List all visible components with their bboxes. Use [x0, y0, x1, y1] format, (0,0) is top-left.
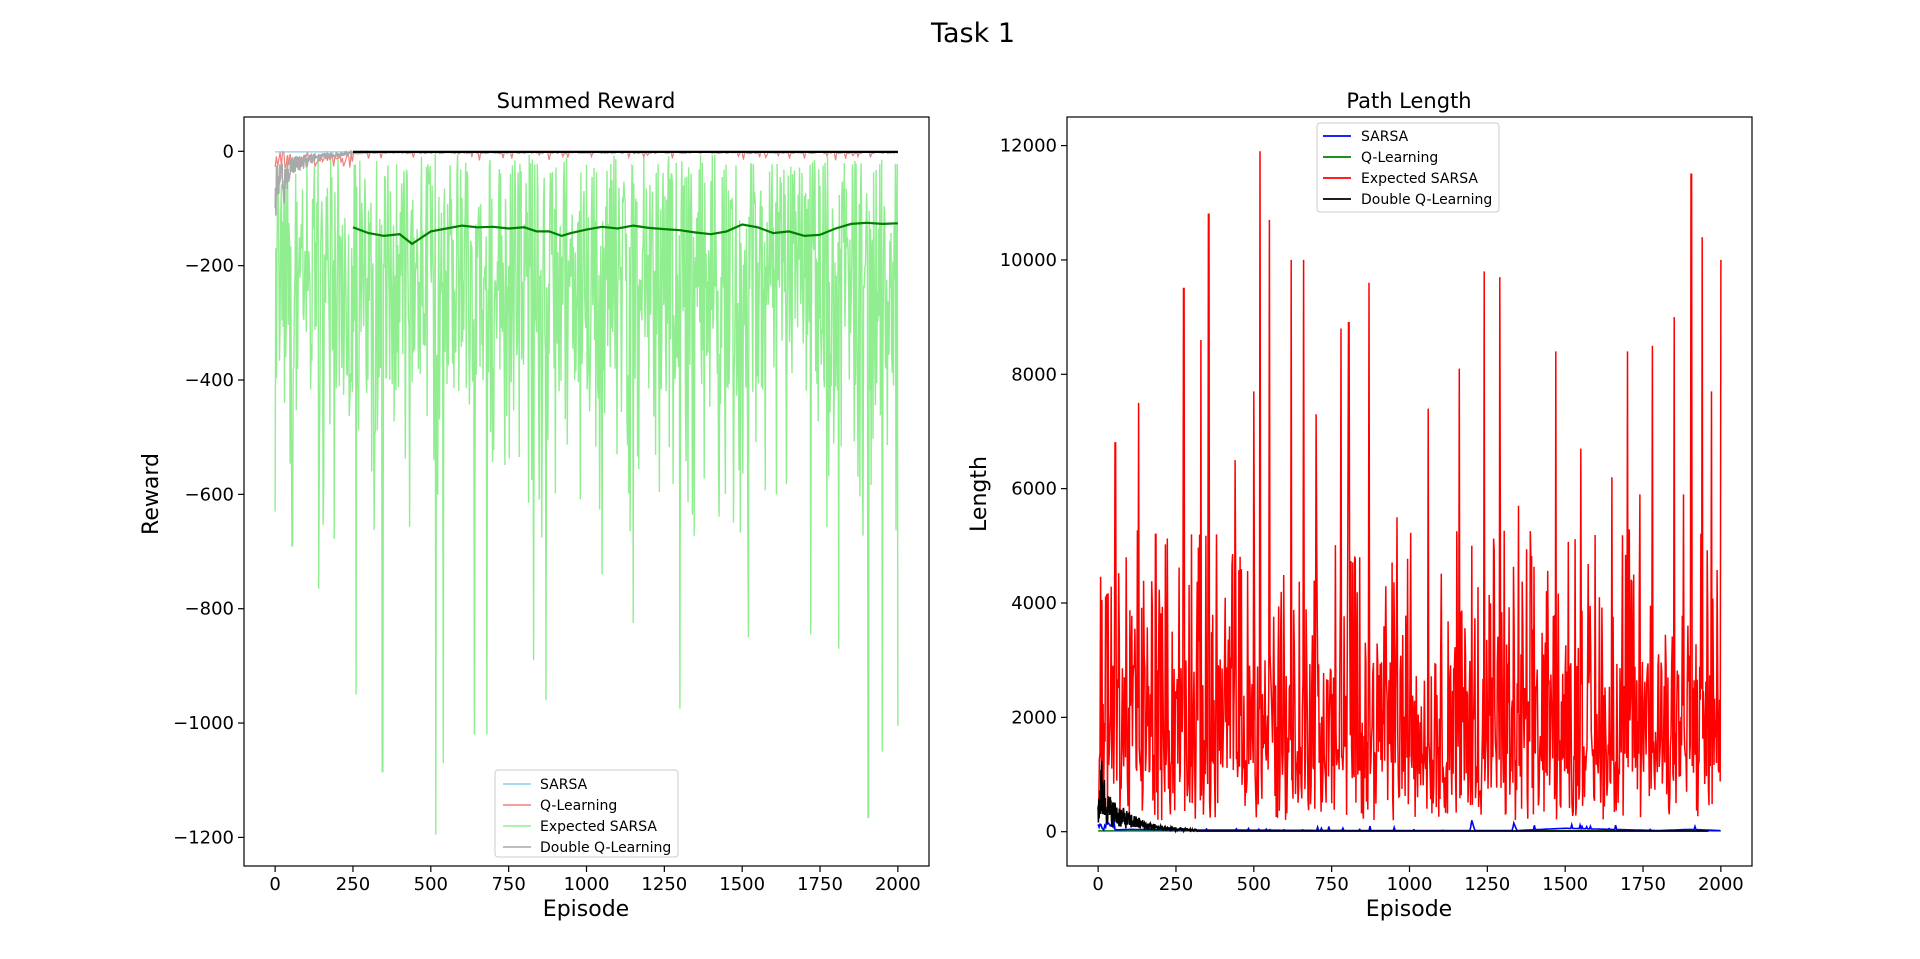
chart-title: Summed Reward: [497, 89, 676, 113]
legend: SARSA Q-Learning Expected SARSA Double Q-Le…: [494, 769, 679, 858]
x-tick-label: 1750: [797, 874, 843, 895]
y-tick-label: 0: [223, 141, 234, 162]
x-tick-label: 1250: [1464, 874, 1510, 895]
chart-title: Path Length: [1346, 89, 1471, 113]
y-axis-label: Length: [967, 456, 992, 532]
summed-reward-chart: Summed Reward 0 250 500 750 1000 1250 1500 1750…: [139, 89, 930, 922]
series-expected-sarsa-mean-line: [352, 221, 898, 246]
legend: SARSA Q-Learning Expected SARSA Double Q-Le…: [1316, 122, 1500, 213]
x-tick-label: 1250: [641, 874, 687, 895]
legend-label: Double Q-Learning: [1361, 192, 1492, 208]
x-tick-label: 750: [1314, 874, 1348, 895]
x-tick-label: 1500: [1542, 874, 1588, 895]
legend-label: Q-Learning: [1361, 150, 1438, 166]
y-tick-label: −800: [185, 599, 234, 620]
x-tick-label: 1750: [1620, 874, 1666, 895]
legend-label: SARSA: [1361, 129, 1409, 145]
x-tick-label: 1000: [564, 874, 610, 895]
legend-label: Double Q-Learning: [540, 840, 671, 856]
x-tick-label: 1500: [719, 874, 765, 895]
x-tick-label: 0: [269, 874, 280, 895]
series-sarsa-line: [1097, 820, 1721, 832]
y-tick-label: −1000: [173, 713, 234, 734]
y-tick-label: 0: [1046, 822, 1057, 843]
x-tick-label: 0: [1092, 874, 1103, 895]
series-expected-sarsa-line: [274, 154, 899, 835]
x-tick-label: 2000: [875, 874, 921, 895]
x-tick-label: 2000: [1698, 874, 1744, 895]
x-axis-label: Episode: [1366, 897, 1452, 922]
y-tick-label: −1200: [173, 827, 234, 848]
legend-label: SARSA: [540, 777, 588, 793]
y-tick-label: 12000: [1000, 136, 1057, 157]
legend-label: Expected SARSA: [540, 819, 657, 835]
legend-box: [1316, 122, 1500, 213]
y-tick-label: 8000: [1011, 364, 1057, 385]
y-tick-label: 4000: [1011, 593, 1057, 614]
legend-box: [494, 769, 679, 858]
path-length-chart: Path Length 0 250 500 750 1000 1250 1500 1750 20…: [967, 89, 1753, 922]
y-tick-label: −400: [185, 370, 234, 391]
x-tick-label: 250: [336, 874, 370, 895]
x-tick-label: 250: [1159, 874, 1193, 895]
x-tick-label: 500: [414, 874, 448, 895]
x-tick-label: 750: [491, 874, 525, 895]
series-double-q-learning-line: [1097, 760, 1709, 834]
figure-title: Task 1: [930, 18, 1015, 49]
y-tick-label: 6000: [1011, 479, 1057, 500]
legend-label: Q-Learning: [540, 798, 617, 814]
y-axis-label: Reward: [139, 453, 164, 535]
y-tick-label: 2000: [1011, 707, 1057, 728]
y-tick-label: −600: [185, 484, 234, 505]
y-tick-label: 10000: [1000, 250, 1057, 271]
x-tick-label: 500: [1237, 874, 1271, 895]
x-tick-label: 1000: [1387, 874, 1433, 895]
x-axis-label: Episode: [543, 897, 629, 922]
series-expected-sarsa-line: [1097, 151, 1722, 821]
y-tick-label: −200: [185, 256, 234, 277]
legend-label: Expected SARSA: [1361, 171, 1478, 187]
